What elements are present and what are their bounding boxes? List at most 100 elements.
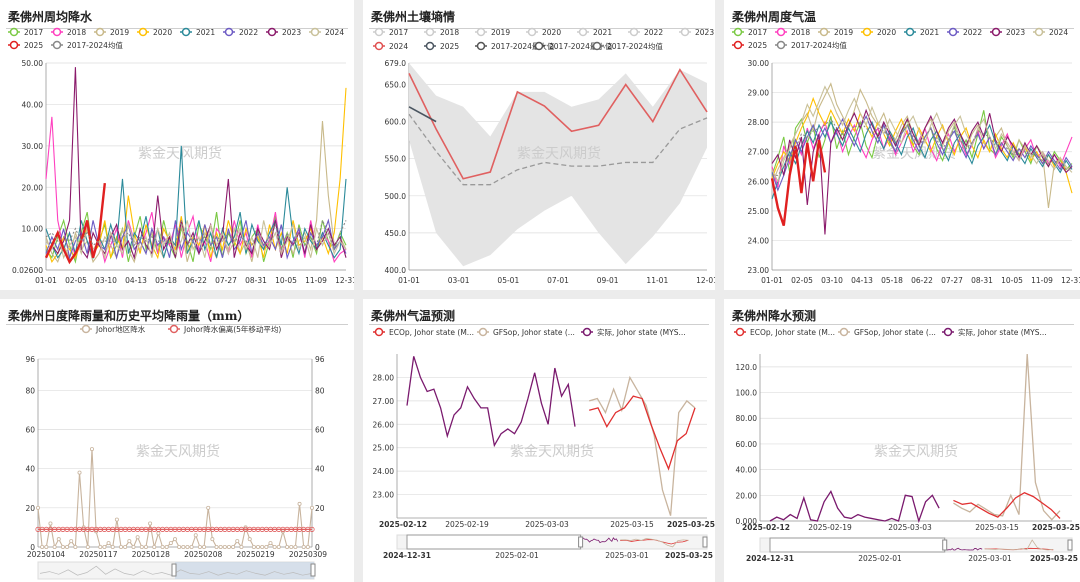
legend-marker [582, 327, 592, 337]
legend-marker [680, 27, 690, 37]
y-tick-label: 25.00 [373, 444, 395, 453]
y-tick-label-right: 96 [315, 355, 325, 364]
legend-label: 2017-2024均值 [67, 40, 123, 50]
legend-label: 2025 [24, 41, 43, 50]
navigator-window[interactable] [406, 534, 582, 550]
y-tick-label: 400.0 [385, 266, 407, 275]
series-point-rain [139, 544, 144, 549]
legend-label: 2018 [440, 28, 459, 37]
series-point-rain [305, 544, 310, 549]
navigator-handle-left[interactable] [171, 563, 177, 577]
navigator-handle-right[interactable] [702, 536, 708, 548]
panel-title: 柔佛州日度降雨量和历史平均降雨量（mm） [8, 309, 250, 323]
series-line-2024 [771, 85, 1073, 183]
y-tick-label: 40.00 [736, 466, 758, 475]
legend-label: 2023 [1006, 28, 1025, 37]
panel-weekly-temp: 柔佛州周度气温 2017 2018 2019 2020 2021 2022 2023 2024… [724, 0, 1080, 290]
y-tick-label: 10.00 [22, 225, 44, 234]
navigator-handle-left[interactable] [578, 536, 584, 548]
series-point-rain [89, 447, 94, 452]
series-line-2025 [408, 106, 437, 123]
legend-marker [169, 324, 179, 334]
x-tick-label: 20250208 [184, 550, 222, 559]
watermark: 紫金天风期货 [874, 443, 958, 460]
legend-marker [52, 27, 62, 37]
series-point-rain [110, 544, 115, 549]
series-line-actual [406, 356, 576, 448]
x-tick-label: 2025-03-03 [525, 520, 569, 529]
series-line-actual [769, 490, 940, 524]
series-point-rain [77, 470, 82, 475]
navigator-series-actual [580, 536, 619, 544]
y-tick-label: 40.00 [22, 100, 44, 109]
x-tick-label: 09-01 [597, 276, 619, 285]
navigator-handle-left[interactable] [942, 539, 948, 551]
legend-marker [819, 27, 829, 37]
series-point-rain [260, 544, 265, 549]
legend-label: 2020 [877, 28, 896, 37]
legend-marker [425, 27, 435, 37]
series-point-rain [247, 537, 252, 542]
series-point-rain [177, 544, 182, 549]
x-tick-label: 05-18 [155, 276, 177, 285]
x-tick-label: 10-05 [275, 276, 297, 285]
y-tick-label: 25.00 [748, 207, 770, 216]
legend-label: ECOp, Johor state (M... [750, 328, 835, 337]
x-tick-label: 03-10 [821, 276, 843, 285]
series-point-rain [251, 544, 256, 549]
x-tick-label: 05-01 [497, 276, 519, 285]
y-tick-label: 0 [30, 543, 35, 552]
y-tick-label: 20.00 [22, 183, 44, 192]
y-tick-label: 26.00 [373, 420, 395, 429]
legend-label: 2019 [491, 28, 510, 37]
series-point-rain [56, 537, 61, 542]
watermark: 紫金天风期货 [136, 443, 220, 460]
y-tick-label: 60 [25, 426, 35, 435]
series-point-avg [309, 526, 315, 532]
y-tick-label: 0.02600 [12, 266, 43, 275]
series-point-rain [197, 544, 202, 549]
x-tick-label: 2025-03-03 [888, 523, 932, 532]
panel-precip-forecast: 柔佛州降水预测 ECOp, Johor state (M... GFSop, Jo… [724, 299, 1080, 582]
legend-label: 2017-2024均值 [791, 40, 847, 50]
x-tick-label: 20250128 [132, 550, 170, 559]
legend-label: 2017 [389, 28, 408, 37]
series-line-mean [772, 118, 1072, 176]
panel-weekly-precip: 柔佛州周均降水 2017 2018 2019 2020 2021 2022 2023 2024… [0, 0, 354, 290]
navigator-window[interactable] [175, 562, 314, 579]
navigator-handle-right[interactable] [1067, 539, 1073, 551]
legend-label: 2024 [389, 42, 408, 51]
navigator-window[interactable] [769, 537, 946, 553]
legend-label: 2017-2024最大值 [491, 41, 555, 51]
series-point-rain [231, 544, 236, 549]
navigator-tick-label: 2025-03-01 [968, 554, 1012, 563]
legend-marker [991, 27, 1001, 37]
series-point-rain [123, 544, 128, 549]
legend-label: 2022 [644, 28, 663, 37]
chart-temp-forecast: ECOp, Johor state (M... GFSop, Johor stat… [373, 327, 715, 560]
legend-marker [476, 41, 486, 51]
x-tick-label: 11-09 [1031, 276, 1053, 285]
y-tick-label: 96 [25, 355, 35, 364]
legend-label: 2025 [440, 42, 459, 51]
series-line-2024 [408, 68, 708, 180]
navigator-handle-right[interactable] [310, 563, 316, 577]
x-tick-label: 2025-02-12 [742, 523, 790, 532]
legend-marker [776, 40, 786, 50]
legend-marker [776, 27, 786, 37]
legend-marker [374, 27, 384, 37]
legend-label: Johor降水偏离(5年移动平均) [183, 324, 281, 334]
legend-label: 2017-2024最小值 [549, 41, 613, 51]
x-tick-label: 2025-02-19 [808, 523, 852, 532]
series-point-rain [226, 544, 231, 549]
navigator-tick-label: 2025-03-01 [605, 551, 649, 560]
x-tick-label: 2025-03-25 [1032, 523, 1080, 532]
navigator-tick-label: 2025-02-01 [495, 551, 539, 560]
legend-label: Johor地区降水 [95, 324, 146, 334]
legend-marker [138, 27, 148, 37]
navigator-series-actual [944, 547, 983, 551]
legend-label: 2022 [239, 28, 258, 37]
series-point-rain [60, 544, 65, 549]
legend-marker [1034, 27, 1044, 37]
legend-marker [478, 327, 488, 337]
